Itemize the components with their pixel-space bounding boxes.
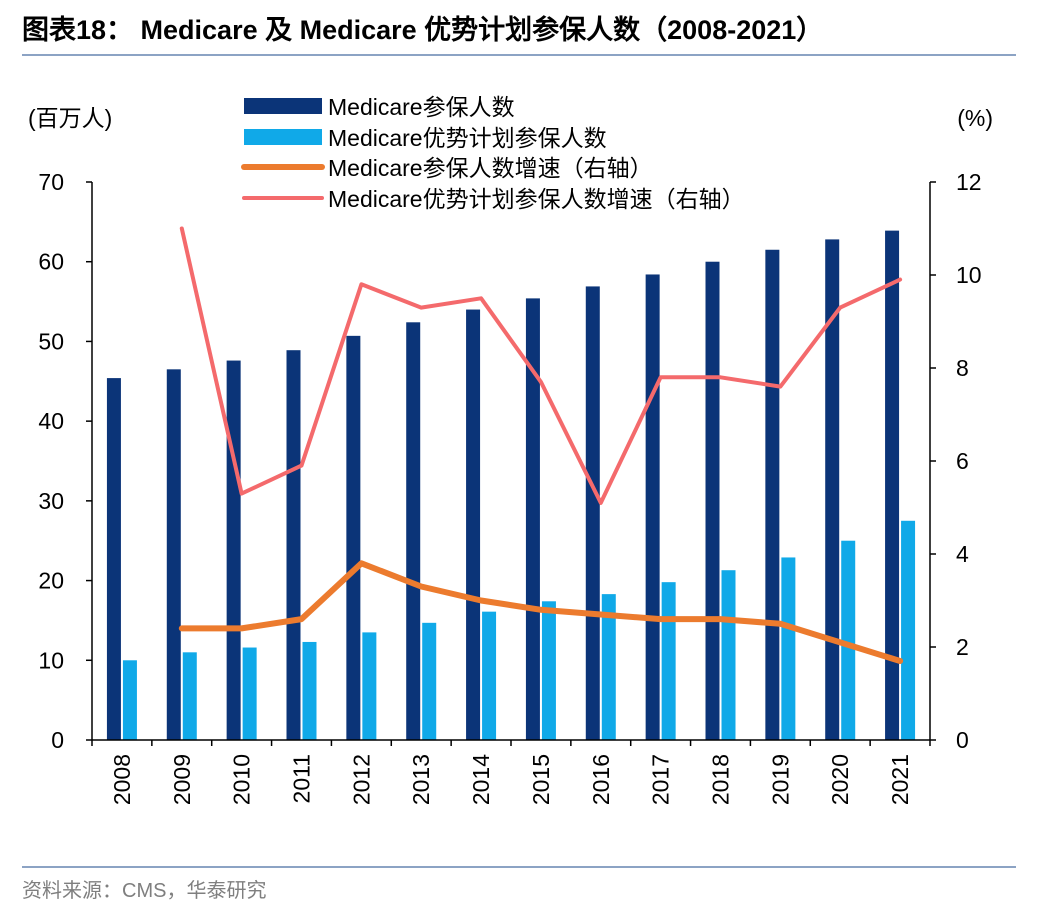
advantage-growth-line xyxy=(179,226,903,505)
advantage-bar xyxy=(302,641,317,740)
advantage-bar xyxy=(482,611,497,740)
advantage-bar xyxy=(422,622,437,740)
x-tick-label: 2018 xyxy=(708,754,734,805)
x-tick-label: 2010 xyxy=(229,754,255,805)
right-tick-label: 12 xyxy=(956,169,982,195)
advantage-bar xyxy=(661,582,676,740)
advantage-bar xyxy=(242,647,257,740)
left-tick-label: 20 xyxy=(38,568,64,594)
left-tick-label: 40 xyxy=(38,408,64,434)
left-tick-label: 0 xyxy=(51,727,64,753)
legend-medicare-swatch xyxy=(244,98,322,114)
medicare-bar xyxy=(406,322,421,740)
legend-medicare-growth-label: Medicare参保人数增速（右轴） xyxy=(328,155,653,181)
left-axis-label: (百万人) xyxy=(28,105,112,131)
x-tick-label: 2015 xyxy=(528,754,554,805)
right-axis-ticks: 0 2 4 6 8 10 12 xyxy=(930,169,982,753)
advantage-bar xyxy=(362,632,377,740)
legend-advantage-label: Medicare优势计划参保人数 xyxy=(328,125,607,151)
left-tick-label: 10 xyxy=(38,647,64,673)
left-tick-label: 60 xyxy=(38,249,64,275)
advantage-bar xyxy=(721,570,736,740)
medicare-bar xyxy=(525,298,540,740)
x-tick-label: 2020 xyxy=(827,754,853,805)
advantage-bar xyxy=(601,594,616,740)
x-tick-label: 2008 xyxy=(109,754,135,805)
left-tick-label: 50 xyxy=(38,328,64,354)
right-tick-label: 4 xyxy=(956,541,969,567)
medicare-bar xyxy=(106,378,121,740)
x-tick-label: 2013 xyxy=(408,754,434,805)
advantage-bar xyxy=(182,652,197,740)
x-tick-label: 2016 xyxy=(588,754,614,805)
medicare-bar xyxy=(585,286,600,740)
right-axis-label: (%) xyxy=(957,105,993,131)
legend-advantage-swatch xyxy=(244,129,322,145)
right-tick-label: 0 xyxy=(956,727,969,753)
left-tick-label: 30 xyxy=(38,488,64,514)
growth-lines xyxy=(178,226,904,664)
medicare-bar xyxy=(765,249,780,740)
right-tick-label: 2 xyxy=(956,634,969,660)
legend-advantage-growth-label: Medicare优势计划参保人数增速（右轴） xyxy=(328,186,745,212)
legend: Medicare参保人数 Medicare优势计划参保人数 Medicare参保人数… xyxy=(241,94,745,212)
medicare-bar xyxy=(346,335,361,740)
left-tick-label: 70 xyxy=(38,169,64,195)
source-divider xyxy=(22,866,1016,868)
advantage-bar xyxy=(841,540,856,740)
x-axis-tick-labels: 2008 2009 2010 2011 2012 2013 2014 2015 2016 2017… xyxy=(109,754,913,805)
legend-medicare-label: Medicare参保人数 xyxy=(328,94,515,120)
left-axis-ticks: 0 10 20 30 40 50 60 70 xyxy=(38,169,92,753)
x-tick-label: 2011 xyxy=(289,754,315,803)
medicare-bar xyxy=(166,369,181,740)
medicare-bar xyxy=(825,239,840,740)
medicare-bar xyxy=(466,309,481,740)
medicare-bar xyxy=(645,274,660,740)
figure-title: 图表18： Medicare 及 Medicare 优势计划参保人数（2008-… xyxy=(22,15,824,45)
advantage-bar xyxy=(541,601,556,740)
right-tick-label: 8 xyxy=(956,355,969,381)
medicare-bar xyxy=(885,230,900,740)
right-tick-label: 10 xyxy=(956,262,982,288)
title-divider xyxy=(22,54,1016,56)
x-tick-label: 2017 xyxy=(648,754,674,805)
x-tick-label: 2014 xyxy=(468,754,494,805)
right-tick-label: 6 xyxy=(956,448,969,474)
advantage-bar xyxy=(901,520,916,740)
medicare-bar xyxy=(286,350,301,740)
x-tick-label: 2019 xyxy=(767,754,793,805)
medicare-bar xyxy=(705,261,720,740)
x-tick-label: 2021 xyxy=(887,754,913,805)
source-note: 资料来源：CMS，华泰研究 xyxy=(22,880,267,902)
advantage-bar xyxy=(781,557,796,740)
x-tick-label: 2012 xyxy=(348,754,374,805)
x-tick-label: 2009 xyxy=(169,754,195,805)
advantage-bar xyxy=(122,660,137,740)
bars xyxy=(106,230,916,740)
axes xyxy=(91,182,931,746)
medicare-bar xyxy=(226,360,241,740)
